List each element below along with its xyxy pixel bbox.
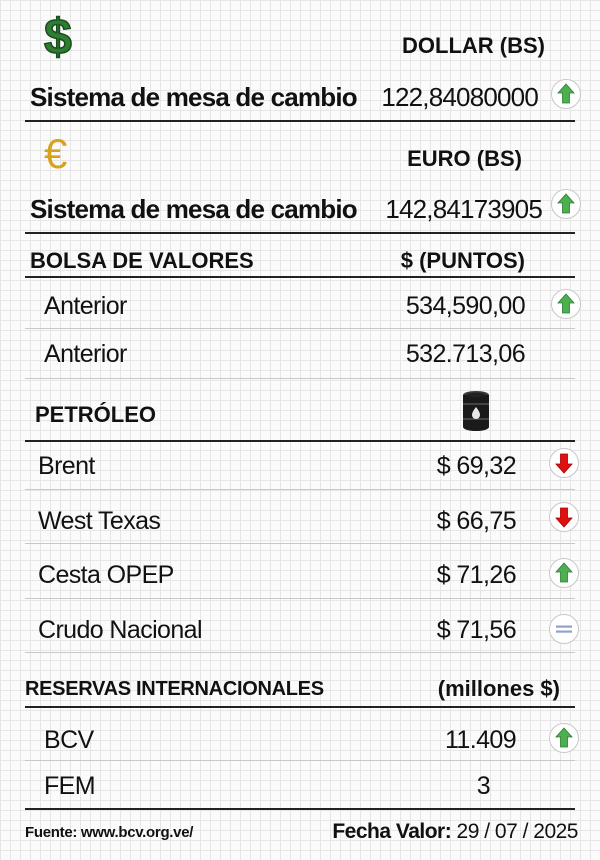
petroleo-row-label: Cesta OPEP — [38, 561, 174, 589]
petroleo-row-label: West Texas — [38, 507, 161, 535]
source-text: Fuente: www.bcv.org.ve/ — [25, 824, 194, 841]
petroleo-row-label: Brent — [38, 452, 95, 480]
trend-down-icon — [549, 502, 579, 532]
trend-equal-icon — [549, 614, 579, 644]
euro-value: 142,84173905 — [385, 194, 542, 224]
petroleo-row-value: $ 71,26 — [436, 561, 517, 589]
petroleo-row-value: $ 69,32 — [436, 452, 517, 480]
reservas-row-label: BCV — [44, 726, 94, 754]
petroleo-row-value: $ 71,56 — [436, 616, 517, 644]
trend-up-icon — [549, 723, 579, 753]
trend-up-icon — [551, 289, 581, 319]
bolsa-title: BOLSA DE VALORES — [30, 248, 254, 273]
dollar-header: DOLLAR (BS) — [402, 33, 545, 58]
dollar-sign-icon: $ — [43, 8, 72, 66]
bolsa-row-label: Anterior — [44, 340, 127, 368]
reservas-row-label: FEM — [44, 772, 96, 800]
dollar-value: 122,84080000 — [381, 82, 538, 112]
trend-up-icon — [549, 558, 579, 588]
bolsa-row-value: 532.713,06 — [405, 340, 526, 368]
bolsa-unit: $ (PUNTOS) — [400, 248, 525, 273]
date-value: 29 / 07 / 2025 — [456, 820, 579, 843]
euro-label: Sistema de mesa de cambio — [30, 194, 358, 224]
petroleo-row-value: $ 66,75 — [436, 507, 517, 535]
bolsa-row-value: 534,590,00 — [405, 292, 526, 320]
petroleo-title: PETRÓLEO — [35, 402, 157, 427]
reservas-row-value: 3 — [476, 772, 491, 800]
euro-header: EURO (BS) — [407, 146, 522, 171]
reservas-row-value: 11.409 — [444, 726, 517, 754]
trend-up-icon — [551, 79, 581, 109]
bolsa-row-label: Anterior — [44, 292, 127, 320]
dollar-label: Sistema de mesa de cambio — [30, 82, 358, 112]
reservas-unit: (millones $) — [437, 676, 560, 701]
date-label: Fecha Valor: — [332, 820, 452, 843]
euro-sign-icon: € — [44, 130, 68, 177]
trend-down-icon — [549, 448, 579, 478]
oil-barrel-icon — [460, 390, 492, 437]
date-line: Fecha Valor: 29 / 07 / 2025 — [332, 820, 578, 844]
petroleo-row-label: Crudo Nacional — [38, 616, 203, 644]
trend-up-icon — [551, 189, 581, 219]
reservas-title: RESERVAS INTERNACIONALES — [25, 678, 324, 700]
